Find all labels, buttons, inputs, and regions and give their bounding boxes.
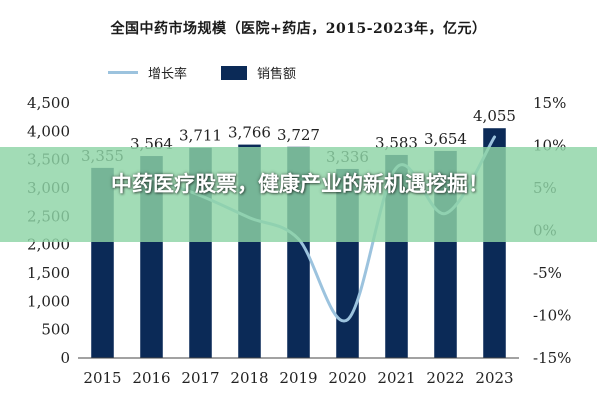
x-tick-label: 2015 bbox=[83, 369, 121, 387]
y2-tick-label: 15% bbox=[533, 94, 566, 112]
x-tick-label: 2017 bbox=[181, 369, 219, 387]
legend-sales-label: 销售额 bbox=[257, 67, 297, 82]
bar-data-label: 3,711 bbox=[179, 127, 222, 145]
y-tick-label: 0 bbox=[60, 349, 70, 367]
x-tick-label: 2016 bbox=[132, 369, 170, 387]
bar-data-label: 3,654 bbox=[424, 130, 467, 148]
legend-line-swatch bbox=[108, 71, 138, 74]
banner-headline: 中药医疗股票，健康产业的新机遇挖掘！ bbox=[111, 172, 489, 196]
y2-tick-label: -10% bbox=[533, 307, 571, 325]
y2-tick-label: -5% bbox=[533, 264, 562, 282]
y-tick-label: 4,500 bbox=[27, 94, 70, 112]
y-tick-label: 1,000 bbox=[27, 292, 70, 310]
x-tick-label: 2023 bbox=[475, 369, 513, 387]
x-tick-label: 2021 bbox=[377, 369, 415, 387]
x-tick-label: 2018 bbox=[230, 369, 268, 387]
chart-title: 全国中药市场规模（医院+药店，2015-2023年，亿元） bbox=[110, 21, 487, 37]
bar-data-label: 3,727 bbox=[277, 126, 320, 144]
y2-tick-label: -15% bbox=[533, 349, 571, 367]
x-tick-label: 2020 bbox=[328, 369, 366, 387]
x-tick-label: 2019 bbox=[279, 369, 317, 387]
bar-data-label: 4,055 bbox=[473, 107, 516, 125]
bar-data-label: 3,766 bbox=[228, 124, 271, 142]
y-tick-label: 4,000 bbox=[27, 122, 70, 140]
y-tick-label: 1,500 bbox=[27, 264, 70, 282]
x-tick-label: 2022 bbox=[426, 369, 464, 387]
overlay-banner bbox=[0, 147, 597, 242]
y-tick-label: 500 bbox=[41, 321, 70, 339]
legend-rate-label: 增长率 bbox=[148, 67, 188, 82]
chart-legend: 增长率 销售额 bbox=[108, 63, 296, 82]
legend-bar-swatch bbox=[221, 65, 248, 80]
